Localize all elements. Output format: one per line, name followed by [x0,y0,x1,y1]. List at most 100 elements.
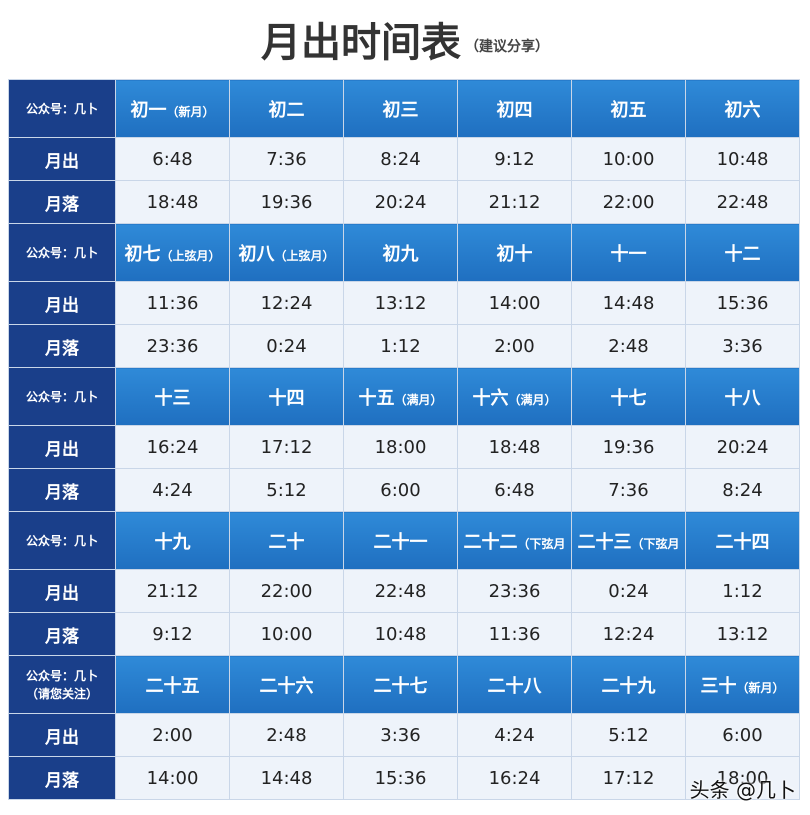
lunar-day-cell: 初六 [685,79,800,138]
lunar-day-name: 二十二 [463,531,518,553]
moonset-row: 月落 14:00 14:48 15:36 16:24 17:12 18:00 [8,756,800,800]
moonrise-time: 12:24 [229,281,344,325]
moonset-time: 2:00 [457,324,572,368]
moonrise-time: 11:36 [115,281,230,325]
lunar-day-cell: 十二 [685,223,800,282]
lunar-day-name: 初一 [130,99,167,121]
moonset-time: 10:48 [343,612,458,656]
lunar-day-cell: 初四 [457,79,572,138]
day-header-row: 公众号：几卜 （请您关注） 二十五 二十六 二十七 二十八 二十九 三十（新月） [8,655,800,714]
day-header-row: 公众号：几卜 十三 十四 十五（满月） 十六（满月） 十七 十八 [8,367,800,426]
lunar-day-cell: 三十（新月） [685,655,800,714]
moonset-time: 11:36 [457,612,572,656]
moonrise-time: 13:12 [343,281,458,325]
moonset-time: 4:24 [115,468,230,512]
moon-phase-note: （下弦月 [631,536,680,551]
moonset-time: 14:48 [229,756,344,800]
lunar-day-cell: 十一 [571,223,686,282]
page-subtitle: （建议分享） [465,39,549,55]
moonrise-row: 月出 11:36 12:24 13:12 14:00 14:48 15:36 [8,281,800,325]
moon-phase-note: （新月） [166,104,215,119]
moonset-time: 18:48 [115,180,230,224]
moonset-label: 月落 [8,180,116,224]
moonset-time: 6:48 [457,468,572,512]
lunar-day-name: 二十七 [373,675,428,697]
lunar-day-name: 二十 [268,531,305,553]
moonset-time: 12:24 [571,612,686,656]
lunar-day-name: 初二 [268,99,305,121]
lunar-day-cell: 十五（满月） [343,367,458,426]
moonset-label: 月落 [8,756,116,800]
moonset-time: 5:12 [229,468,344,512]
lunar-day-cell: 二十二（下弦月 [457,511,572,570]
moonrise-time: 8:24 [343,137,458,181]
moonrise-time: 4:24 [457,713,572,757]
moon-phase-note: （满月） [394,392,443,407]
lunar-day-cell: 初九 [343,223,458,282]
moonrise-row: 月出 6:48 7:36 8:24 9:12 10:00 10:48 [8,137,800,181]
lunar-day-cell: 十九 [115,511,230,570]
moonrise-time: 10:48 [685,137,800,181]
lunar-day-name: 初五 [610,99,647,121]
moonrise-time: 17:12 [229,425,344,469]
moonrise-row: 月出 16:24 17:12 18:00 18:48 19:36 20:24 [8,425,800,469]
lunar-day-name: 十三 [154,387,191,409]
moonrise-time: 2:48 [229,713,344,757]
lunar-day-cell: 二十一 [343,511,458,570]
lunar-day-name: 二十五 [145,675,200,697]
lunar-day-name: 初四 [496,99,533,121]
moon-phase-note: （上弦月） [274,248,335,263]
lunar-day-cell: 初三 [343,79,458,138]
moonrise-time: 15:36 [685,281,800,325]
lunar-day-cell: 十三 [115,367,230,426]
lunar-day-cell: 初七（上弦月） [115,223,230,282]
lunar-day-cell: 二十 [229,511,344,570]
moonrise-label: 月出 [8,569,116,613]
lunar-day-cell: 二十六 [229,655,344,714]
lunar-day-name: 二十一 [373,531,428,553]
moonrise-time: 7:36 [229,137,344,181]
moonset-time: 6:00 [343,468,458,512]
account-label: 公众号：几卜 [8,79,116,138]
day-header-row: 公众号：几卜 初一（新月） 初二 初三 初四 初五 初六 [8,79,800,138]
moonrise-time: 20:24 [685,425,800,469]
account-label-text: 公众号：几卜 [25,101,98,116]
moonrise-time: 6:00 [685,713,800,757]
moonrise-time: 3:36 [343,713,458,757]
moonset-time: 22:00 [571,180,686,224]
lunar-day-cell: 二十三（下弦月 [571,511,686,570]
moonrise-time: 21:12 [115,569,230,613]
moonset-row: 月落 18:48 19:36 20:24 21:12 22:00 22:48 [8,180,800,224]
moonrise-time: 14:00 [457,281,572,325]
lunar-day-cell: 初八（上弦月） [229,223,344,282]
lunar-day-name: 十四 [268,387,305,409]
moonrise-row: 月出 2:00 2:48 3:36 4:24 5:12 6:00 [8,713,800,757]
moonset-time: 14:00 [115,756,230,800]
lunar-day-cell: 十六（满月） [457,367,572,426]
day-header-row: 公众号：几卜 初七（上弦月） 初八（上弦月） 初九 初十 十一 十二 [8,223,800,282]
moonrise-label: 月出 [8,713,116,757]
moonset-time: 15:36 [343,756,458,800]
moonset-label: 月落 [8,612,116,656]
moonrise-time: 1:12 [685,569,800,613]
moonrise-time: 10:00 [571,137,686,181]
lunar-day-cell: 初一（新月） [115,79,230,138]
lunar-day-cell: 二十四 [685,511,800,570]
lunar-day-name: 初九 [382,243,419,265]
moon-phase-note: （上弦月） [160,248,221,263]
moonrise-time: 18:48 [457,425,572,469]
moonset-time: 8:24 [685,468,800,512]
moonset-time: 0:24 [229,324,344,368]
lunar-day-name: 十二 [724,243,761,265]
page-title: 月出时间表 [261,20,461,66]
moonset-time: 20:24 [343,180,458,224]
moon-phase-note: （新月） [736,680,785,695]
lunar-day-cell: 二十五 [115,655,230,714]
moonrise-table: 公众号：几卜 初一（新月） 初二 初三 初四 初五 初六 月出 6:48 7:36 8:24 9:12… [8,79,800,800]
lunar-day-name: 十一 [610,243,647,265]
moonrise-label: 月出 [8,281,116,325]
moonrise-time: 22:00 [229,569,344,613]
account-label-text: 公众号：几卜 [25,389,98,404]
account-label-note: （请您关注） [25,686,98,701]
lunar-day-name: 初八 [238,243,275,265]
